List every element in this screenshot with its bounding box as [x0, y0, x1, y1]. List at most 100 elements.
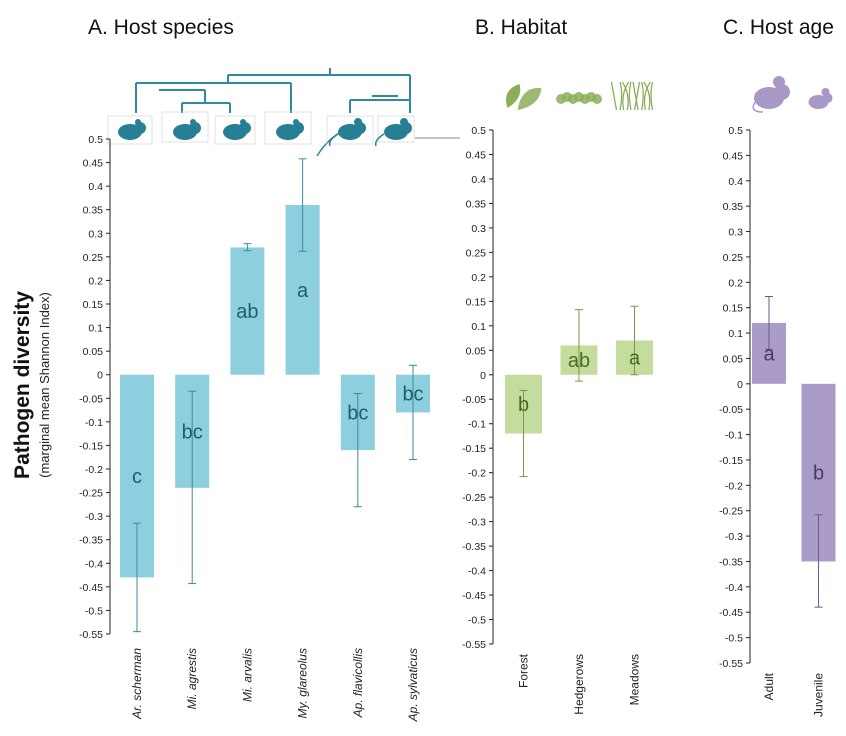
y-tick-label: 0: [480, 370, 486, 382]
category-label: Ap. flavicollis: [351, 648, 365, 718]
mouse-icon: [374, 118, 412, 147]
y-tick-label: 0.3: [88, 228, 103, 240]
y-tick-label: 0.3: [728, 227, 743, 239]
panel-b: 0.5 0.45 0.4 0.35 0.3 0.25 0.2 0.15 0.1 0.05 0 -0.0…: [462, 81, 654, 715]
y-tick-label: 0.05: [466, 345, 487, 357]
y-tick-label: -0.4: [85, 558, 103, 570]
group-letter: a: [297, 280, 309, 302]
error-bar: [814, 514, 823, 608]
category-label: Juvenile: [812, 673, 826, 717]
y-tick-label: -0.5: [468, 615, 486, 627]
y-tick-label: -0.15: [462, 443, 486, 455]
category-label: Adult: [762, 672, 776, 700]
y-tick-label: 0.1: [88, 323, 103, 335]
y-tick-label: 0.45: [83, 158, 104, 170]
y-tick-label: 0.35: [466, 198, 487, 210]
y-tick-label: 0.1: [728, 328, 743, 340]
y-tick-label: -0.45: [462, 590, 486, 602]
y-tick-label: -0.4: [468, 566, 486, 578]
y-tick-label: -0.55: [462, 639, 486, 651]
vole-icon: [173, 119, 201, 140]
leaf-icon: [506, 84, 542, 110]
error-bar: [409, 364, 417, 461]
error-bar: [353, 393, 362, 508]
y-tick-label: -0.2: [468, 468, 486, 480]
y-tick-label: 0.25: [83, 252, 104, 264]
y-tick-label: 0.05: [723, 353, 744, 365]
y-tick-label: 0.15: [466, 296, 487, 308]
category-label: Ap. sylvaticus: [406, 648, 420, 722]
y-tick-label: 0.4: [471, 174, 486, 186]
y-tick-label: -0.25: [79, 488, 103, 500]
juvenile-mouse-icon: [808, 88, 833, 109]
y-tick-label: -0.4: [725, 582, 743, 594]
y-tick-label: 0.4: [728, 176, 743, 188]
error-bar: [765, 295, 773, 350]
y-tick-label: -0.5: [85, 605, 103, 617]
y-tick-label: -0.2: [725, 480, 743, 492]
error-bar: [243, 243, 252, 252]
y-tick-label: 0.2: [728, 277, 743, 289]
adult-mouse-icon: [752, 76, 790, 113]
y-tick-label: -0.55: [719, 658, 743, 670]
group-letter: bc: [347, 402, 368, 424]
group-letter: b: [813, 463, 824, 485]
panel-a-icons: [107, 111, 415, 145]
error-bar: [188, 390, 197, 585]
group-letter: bc: [402, 384, 423, 406]
y-tick-label: -0.45: [719, 607, 743, 619]
panel-a: 0.5 0.45 0.4 0.35 0.3 0.25 0.2 0.15 0.1 0.05 0 -0.0…: [79, 118, 430, 722]
y-tick-label: -0.25: [719, 506, 743, 518]
y-tick-label: 0.35: [83, 205, 104, 217]
error-bar: [133, 522, 141, 633]
category-label: My. glareolus: [296, 648, 310, 718]
category-label: Ar. scherman: [130, 648, 144, 720]
y-tick-label: 0.25: [723, 252, 744, 264]
mouse-icon: [328, 118, 366, 147]
y-tick-label: -0.05: [462, 394, 486, 406]
y-tick-label: -0.15: [79, 440, 103, 452]
y-tick-label: 0.45: [466, 149, 487, 161]
y-tick-label: 0.1: [471, 321, 486, 333]
y-tick-label: 0.5: [728, 125, 743, 137]
group-letter: b: [518, 394, 529, 416]
y-tick-label: -0.3: [85, 511, 103, 523]
y-tick-label: -0.5: [725, 633, 743, 645]
hedge-icon: [556, 92, 602, 104]
y-tick-label: 0.25: [466, 247, 487, 259]
y-tick-label: 0.4: [88, 181, 103, 193]
error-bar: [630, 305, 639, 376]
group-letter: c: [132, 466, 142, 488]
category-label: Hedgerows: [572, 654, 586, 715]
panel-c: 0.5 0.45 0.4 0.35 0.3 0.25 0.2 0.15 0.1 0.05 0 -0.0…: [719, 76, 836, 717]
y-tick-label: -0.55: [79, 629, 103, 641]
y-tick-label: 0.5: [88, 134, 103, 146]
y-axis-label: Pathogen diversity: [11, 291, 34, 479]
y-axis: 0.5 0.45 0.4 0.35 0.3 0.25 0.2 0.15 0.1 0.05 0 -0.0…: [719, 125, 751, 670]
y-tick-label: 0.45: [723, 150, 744, 162]
panel-b-title: B. Habitat: [475, 16, 567, 39]
y-tick-label: 0.3: [471, 223, 486, 235]
panel-c-title: C. Host age: [723, 16, 834, 39]
category-label: Mi. arvalis: [240, 648, 254, 702]
y-axis-sublabel: (marginal mean Shannon Index): [37, 292, 52, 478]
y-tick-label: -0.2: [85, 464, 103, 476]
y-tick-label: 0.35: [723, 201, 744, 213]
y-tick-label: 0.2: [88, 275, 103, 287]
y-tick-label: 0.2: [471, 272, 486, 284]
y-tick-label: -0.05: [79, 393, 103, 405]
category-label: Mi. agrestis: [185, 648, 199, 709]
group-letter: bc: [182, 421, 203, 443]
panel-a-title: A. Host species: [88, 16, 234, 39]
vole-icon: [223, 119, 251, 140]
y-tick-label: -0.25: [462, 492, 486, 504]
y-tick-label: -0.3: [468, 517, 486, 529]
vole-icon: [118, 119, 146, 140]
y-tick-label: -0.15: [719, 455, 743, 467]
group-letter: a: [763, 343, 775, 365]
y-tick-label: -0.1: [85, 417, 103, 429]
grass-icon: [610, 81, 654, 111]
group-letter: ab: [236, 301, 258, 323]
y-tick-label: 0.15: [723, 303, 744, 315]
